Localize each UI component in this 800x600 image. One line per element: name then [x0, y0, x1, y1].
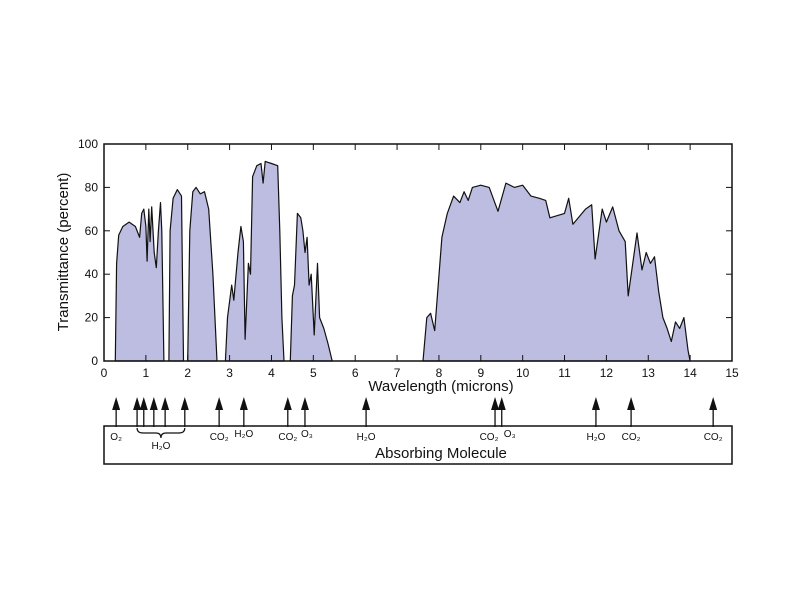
absorber-arrow-head	[300, 397, 309, 410]
absorber-label: CO₂	[704, 432, 723, 443]
y-tick-label: 0	[91, 354, 98, 368]
y-tick-label: 20	[85, 311, 99, 325]
absorber-arrow-head	[215, 397, 224, 410]
absorber-label: H₂O	[357, 432, 376, 443]
x-tick-label: 13	[642, 366, 656, 380]
absorber-arrow-head	[497, 397, 506, 410]
x-axis-label: Wavelength (microns)	[368, 378, 513, 395]
absorber-arrow-head	[133, 397, 142, 410]
transmission-band-4	[224, 160, 285, 362]
x-tick-label: 3	[226, 366, 233, 380]
x-tick-label: 6	[352, 366, 359, 380]
transmission-band-5	[289, 212, 333, 362]
absorber-label: CO₂	[210, 432, 229, 443]
x-tick-label: 11	[558, 366, 571, 380]
x-tick-label: 2	[184, 366, 191, 380]
transmission-band-2	[168, 189, 185, 362]
absorber-label: O₃	[504, 429, 516, 440]
absorber-label: O₂	[110, 432, 122, 443]
absorber-label: CO₂	[622, 432, 641, 443]
h2o-bracket	[136, 427, 186, 439]
y-axis-label: Transmittance (percent)	[55, 173, 72, 332]
absorber-arrow-head	[139, 397, 148, 410]
y-tick-label: 40	[85, 267, 99, 281]
x-tick-label: 14	[683, 366, 697, 380]
absorber-markers: O₂ CO₂ H₂O CO₂ O₃ H₂O CO₂ O₃ H₂O CO₂ CO₂ H₂O	[110, 397, 723, 452]
absorber-arrow-head	[161, 397, 170, 410]
x-tick-label: 10	[516, 366, 530, 380]
absorber-label: O₃	[301, 429, 313, 440]
absorber-arrow-head	[591, 397, 600, 410]
x-tick-label: 0	[101, 366, 108, 380]
transmission-band-3	[187, 186, 218, 362]
y-tick-label: 60	[85, 224, 99, 238]
absorber-label: H₂O	[586, 432, 605, 443]
x-tick-label: 7	[394, 366, 401, 380]
absorber-arrow-head	[180, 397, 189, 410]
absorber-arrow-head	[283, 397, 292, 410]
absorber-label: H₂O	[234, 429, 253, 440]
transmission-band-1	[114, 202, 165, 362]
absorber-arrow-head	[112, 397, 121, 410]
x-tick-label: 5	[310, 366, 317, 380]
absorber-arrow-head	[149, 397, 158, 410]
y-tick-label: 100	[78, 137, 98, 151]
transmittance-areas	[114, 160, 691, 362]
absorber-box	[103, 425, 733, 465]
absorber-arrow-head	[627, 397, 636, 410]
absorber-label: CO₂	[278, 432, 297, 443]
x-axis-ticks: 0 1 2 3 4 5 6 7 8 9 10 11 12 13 14 15	[101, 144, 739, 380]
absorber-arrow-head	[239, 397, 248, 410]
y-axis-ticks: 0 20 40 60 80 100	[78, 137, 732, 368]
absorber-arrow-head	[362, 397, 371, 410]
x-tick-label: 4	[268, 366, 275, 380]
transmission-band-6	[422, 182, 691, 362]
x-tick-label: 9	[477, 366, 484, 380]
x-tick-label: 12	[600, 366, 614, 380]
absorber-title: Absorbing Molecule	[375, 445, 507, 462]
x-tick-label: 8	[436, 366, 443, 380]
absorber-label: CO₂	[480, 432, 499, 443]
x-tick-label: 15	[725, 366, 739, 380]
absorber-arrow-head	[491, 397, 500, 410]
plot-frame	[103, 143, 733, 362]
absorber-arrow-head	[709, 397, 718, 410]
y-tick-label: 80	[85, 180, 99, 194]
bracket-label: H₂O	[151, 441, 170, 452]
x-tick-label: 1	[143, 366, 150, 380]
